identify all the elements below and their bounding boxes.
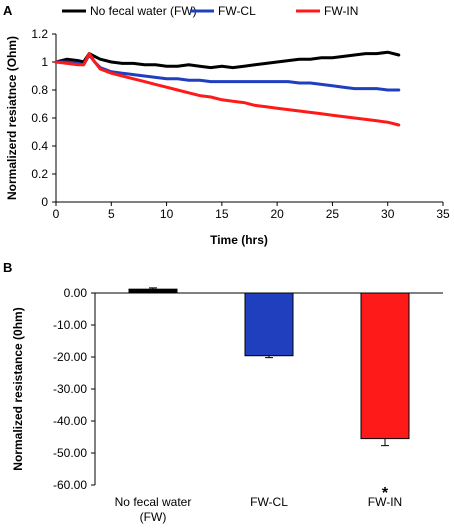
panel-b-y-axis-title: Normalized resistance (0hm) <box>11 307 25 470</box>
significance-asterisk-fw-in: * <box>382 485 389 502</box>
panel-b-category-labels: No fecal water(FW) FW-CL FW-IN* <box>115 485 403 524</box>
panel-b-bars <box>128 287 410 447</box>
panel-a-y-tick-label: 0.4 <box>31 139 48 153</box>
panel-a-x-axis-title: Time (hrs) <box>210 233 268 247</box>
panel-a-x-tick-label: 0 <box>53 207 60 221</box>
panel-a-x-tick-label: 5 <box>108 207 115 221</box>
panel-b-axes: 0.00 -10.00 -20.00 -30.00 -40.00 -50.00 -60.00 <box>53 286 443 492</box>
panel-a-y-axis-title: Normalizerd resiatnce (Ohm) <box>5 36 19 200</box>
category-label-fw-in: FW-IN <box>368 495 402 509</box>
panel-a-x-tick-label: 15 <box>215 207 229 221</box>
panel-b-y-tick-label: -50.00 <box>53 446 87 460</box>
panel-a-axes: 0 0.2 0.4 0.6 0.8 1 1.2 0 5 10 15 20 25 30 35 <box>31 27 450 221</box>
panel-b-y-tick-label: -40.00 <box>53 414 87 428</box>
panel-a-y-tick-label: 0.2 <box>31 167 48 181</box>
category-label-no-fecal-water-fw: No fecal water <box>115 495 192 509</box>
panel-a-x-tick-label: 10 <box>160 207 174 221</box>
legend-label-no-fecal-water-fw: No fecal water (FW) <box>90 4 197 18</box>
bar-no-fecal-water-fw <box>128 288 178 294</box>
panel-a-x-tick-label: 20 <box>270 207 284 221</box>
panel-b-y-tick-label: -30.00 <box>53 382 87 396</box>
legend-label-fw-in: FW-IN <box>324 4 358 18</box>
panel-a-series <box>54 50 401 127</box>
panel-a-legend: No fecal water (FW) FW-CL FW-IN <box>62 4 358 18</box>
panel-b-bar-chart: B 0.00 -10.00 -20.00 -30.00 -40.00 -50.00 -60.… <box>3 260 443 524</box>
panel-a-y-tick-label: 0 <box>41 195 48 209</box>
panel-a-y-tick-label: 1.2 <box>31 27 48 41</box>
series-line-fw-in <box>54 52 401 127</box>
panel-a-label: A <box>3 3 13 18</box>
panel-a-y-tick-label: 0.6 <box>31 111 48 125</box>
legend-label-fw-cl: FW-CL <box>218 4 256 18</box>
panel-b-y-tick-label: -10.00 <box>53 318 87 332</box>
panel-a-x-tick-label: 30 <box>381 207 395 221</box>
panel-a-line-chart: A No fecal water (FW) FW-CL FW-IN 00.20.40… <box>3 3 450 247</box>
category-label-no-fecal-water-fw: (FW) <box>140 510 167 524</box>
panel-b-label: B <box>3 260 12 275</box>
panel-a-x-tick-label: 35 <box>436 207 450 221</box>
panel-b-y-tick-label: 0.00 <box>64 286 88 300</box>
panel-a-y-tick-label: 1 <box>41 55 48 69</box>
panel-b-y-tick-label: -60.00 <box>53 478 87 492</box>
panel-a-x-tick-label: 25 <box>326 207 340 221</box>
bar-fw-cl <box>244 292 294 357</box>
panel-b-y-tick-label: -20.00 <box>53 350 87 364</box>
panel-a-y-tick-label: 0.8 <box>31 83 48 97</box>
series-line-no-fecal-water-fw <box>54 50 401 70</box>
bar-fw-in <box>360 292 410 440</box>
category-label-fw-cl: FW-CL <box>250 495 288 509</box>
